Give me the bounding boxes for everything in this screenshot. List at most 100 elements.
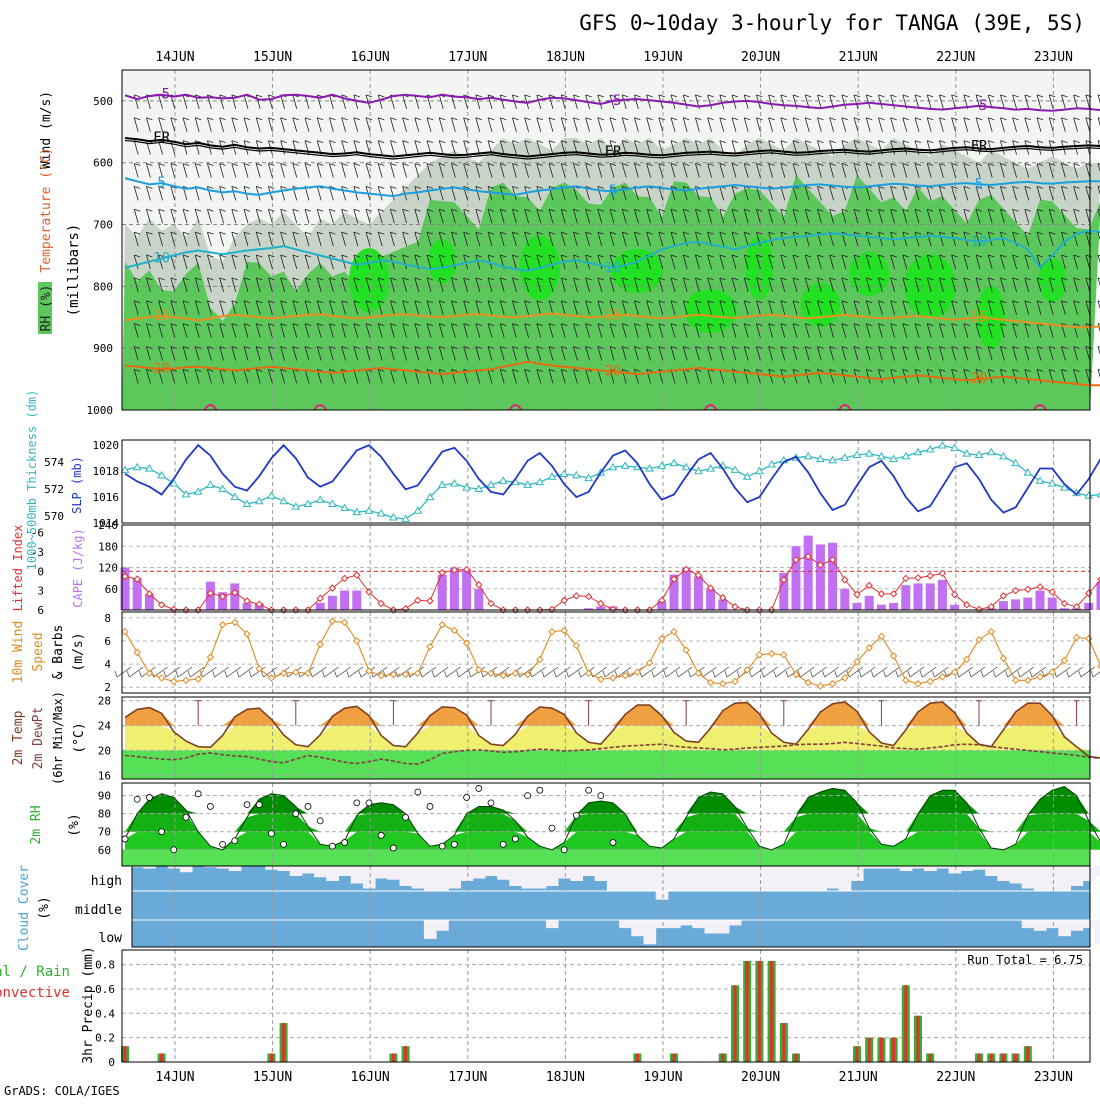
cape-bar [450,568,459,611]
rh2m-marker [207,803,213,809]
rh2m-band-70-80 [125,814,1100,832]
wind10m-speed-marker [671,629,677,635]
date-label-bottom: 21JUN [839,1070,878,1085]
cloud-high-bar [1010,866,1023,884]
credit-label: GrADS: COLA/IGES [4,1084,120,1098]
cape-bar [889,603,898,610]
precip-convective-bar [673,1053,676,1062]
thickness-marker [1037,477,1044,483]
precip-convective-bar [990,1053,993,1062]
isotherm-label: 10 [971,234,988,250]
cloud-low-bar [424,920,437,939]
lifted-index-tick-label: 6 [37,604,44,617]
wind10m-speed-marker [195,676,201,682]
rh2m-marker [427,803,433,809]
rh2m-marker [366,800,372,806]
lifted-index-tick-label: 3 [37,585,44,598]
cloud-low-bar [680,920,693,925]
lifted-index-marker [1025,586,1031,592]
precip-tick-label: 0 [108,1056,115,1069]
thickness-marker [451,480,458,486]
rh2m-marker [561,847,567,853]
wind10m-speed-marker [976,637,982,643]
temp2m-tick-label: 24 [98,720,112,733]
cloud-high-bar [473,866,486,879]
rh2m-marker [537,787,543,793]
lifted-index-line [125,557,1100,610]
cape-axis-label: CAPE (J/kg) [71,528,85,607]
thickness-marker [988,449,995,455]
rh2m-marker [439,843,445,849]
cloud-high-bar [814,866,827,891]
rh2m-marker [476,785,482,791]
wind10m-speed-marker [354,638,360,644]
rh2m-marker [134,796,140,802]
rh2m-marker [268,831,274,837]
cape-bar [840,589,849,610]
wind10m-speed-marker [939,674,945,680]
cape-bar [877,605,886,610]
cloud-high-bar [314,866,327,877]
precip-convective-bar [721,1053,724,1062]
date-label-top: 18JUN [546,50,585,65]
thickness-marker [134,464,141,470]
cape-bar [816,544,825,610]
rh2m-marker [220,841,226,847]
date-label-top: 19JUN [643,50,682,65]
lifted-index-tick-label: -6 [31,527,44,540]
precip-convective-bar [758,961,761,1062]
isotherm-label: 15 [971,309,988,325]
wind10m-speed-marker [171,678,177,684]
precip-convective-bar [160,1053,163,1062]
cloud-low-bar [644,920,657,944]
cloud-high-bar [546,866,559,886]
temp-minmax-bar [976,701,982,726]
wind10m-axis-label: (m/s) [71,632,86,671]
pressure-axis-label: (millibars) [66,224,82,317]
precip-tick-label: 0.4 [95,1007,115,1020]
rh2m-marker [122,836,128,842]
thickness-marker [317,496,324,502]
wind10m-speed-marker [549,629,555,635]
precip-convective-bar [892,1038,895,1062]
temp-band-below-20 [122,750,1090,779]
precip-convective-bar [124,1046,127,1062]
temp-minmax-bar [488,701,494,726]
cloud-high-bar [497,866,510,880]
rh2m-marker [159,829,165,835]
cloud-high-bar [1071,866,1084,886]
rh2m-marker [329,843,335,849]
wind10m-speed-marker [207,654,213,660]
precip-convective-bar [636,1053,639,1062]
cape-bar [1097,582,1100,610]
cloud-high-bar [229,866,242,871]
wind10m-axis-label: 10m Wind [11,621,26,684]
cloud-low-bar [1095,920,1100,944]
date-label-bottom: 22JUN [936,1070,975,1085]
wind10m-speed-marker [1000,655,1006,661]
thickness-marker [805,453,812,459]
thickness-tick-label: 572 [44,483,64,496]
wind10m-speed-marker [220,622,226,628]
temp-minmax-bar [683,701,689,726]
cape-bar [1011,599,1020,610]
isotherm-label: 20 [153,361,170,377]
cloud-high-bar [326,866,339,881]
temp-minmax-bar [390,701,396,726]
wind10m-speed-marker [720,681,726,687]
rh2m-marker [317,818,323,824]
precip-convective-bar [868,1038,871,1062]
date-label-top: 16JUN [351,50,390,65]
cloud-high-bar [375,866,388,879]
temp-minmax-bar [1074,701,1080,726]
wind10m-tick-label: 8 [104,612,111,625]
thickness-marker [158,472,165,478]
wind10m-speed-marker [1025,677,1031,683]
isotherm-label: 15 [605,307,622,323]
cloud-high-bar [558,866,571,879]
temp-band-24-28 [125,702,1100,726]
precip-convective-bar [880,1038,883,1062]
cloud-high-bar [509,866,522,886]
thickness-marker [268,492,275,498]
